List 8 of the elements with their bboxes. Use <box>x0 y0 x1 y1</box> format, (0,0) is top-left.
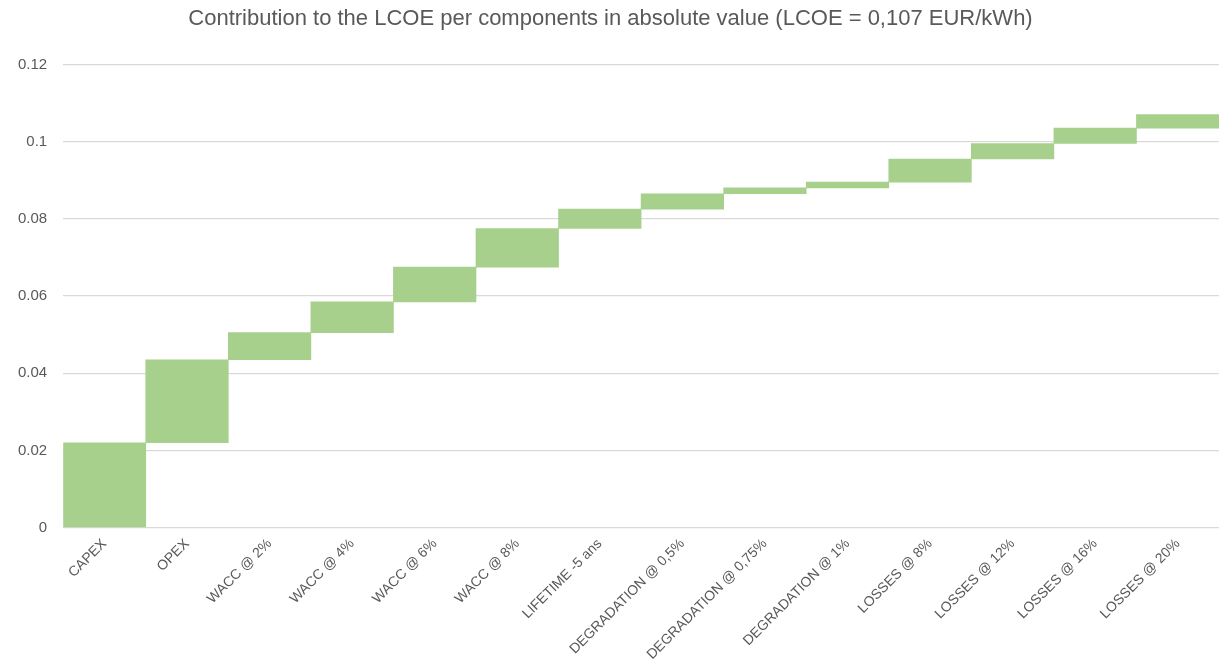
y-tick-label: 0.1 <box>26 131 48 149</box>
y-tick-label: 0.08 <box>17 208 48 226</box>
y-tick-label: 0.04 <box>17 363 48 381</box>
y-tick-label: 0.12 <box>17 54 48 72</box>
chart-title: Contribution to the LCOE per components in absolute value (LCOE = 0,107 EUR/kWh) <box>188 5 1033 31</box>
y-tick-label: 0 <box>38 517 48 535</box>
y-tick-label: 0.02 <box>17 440 48 458</box>
y-tick-label: 0.06 <box>17 286 48 304</box>
